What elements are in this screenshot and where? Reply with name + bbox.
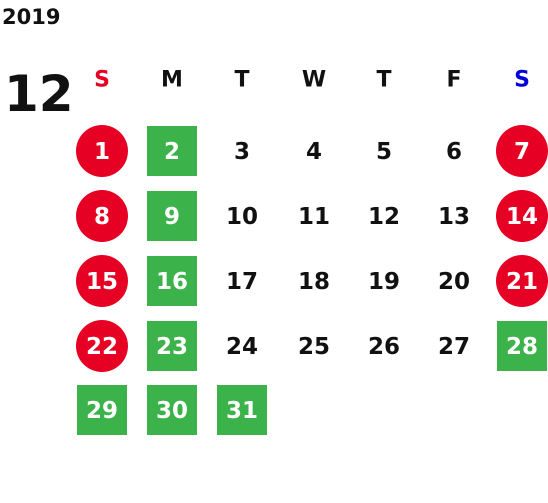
holiday-circle	[76, 190, 128, 242]
month: 12	[4, 65, 74, 123]
weekday-label: T	[234, 68, 249, 93]
day-number: 24	[226, 334, 258, 360]
weekday-label: F	[446, 68, 461, 93]
day-number: 27	[438, 334, 470, 360]
day-number: 23	[156, 334, 188, 360]
day-number: 15	[86, 269, 118, 295]
highlight-square	[147, 385, 197, 435]
holiday-circle	[76, 255, 128, 307]
weekday-label: S	[94, 68, 110, 93]
day-number: 7	[514, 139, 530, 165]
day-number: 4	[306, 139, 322, 165]
day-number: 30	[156, 398, 188, 424]
highlight-square	[217, 385, 267, 435]
day-number: 18	[298, 269, 330, 295]
day-number: 5	[376, 139, 392, 165]
day-number: 21	[506, 269, 538, 295]
weekday-label: T	[376, 68, 391, 93]
day-number: 17	[226, 269, 258, 295]
holiday-circle	[496, 125, 548, 177]
day-number: 26	[368, 334, 400, 360]
day-number: 1	[94, 139, 110, 165]
day-number: 8	[94, 204, 110, 230]
day-number: 6	[446, 139, 462, 165]
highlight-square	[147, 126, 197, 176]
day-number: 25	[298, 334, 330, 360]
year: 2019	[2, 5, 60, 29]
day-number: 12	[368, 204, 400, 230]
day-number: 14	[506, 204, 538, 230]
day-number: 29	[86, 398, 118, 424]
day-number: 9	[164, 204, 180, 230]
day-number: 3	[234, 139, 250, 165]
day-number: 19	[368, 269, 400, 295]
day-number: 20	[438, 269, 470, 295]
day-number: 22	[86, 334, 118, 360]
day-number: 16	[156, 269, 188, 295]
day-number: 2	[164, 139, 180, 165]
weekday-label: S	[514, 68, 530, 93]
weekday-label: M	[161, 68, 183, 93]
day-number: 31	[226, 398, 258, 424]
holiday-circle	[496, 255, 548, 307]
day-number: 10	[226, 204, 258, 230]
highlight-square	[147, 321, 197, 371]
highlight-square	[497, 321, 547, 371]
day-number: 11	[298, 204, 330, 230]
highlight-square	[147, 191, 197, 241]
highlight-square	[77, 385, 127, 435]
weekday-label: W	[302, 68, 326, 93]
day-number: 13	[438, 204, 470, 230]
holiday-circle	[76, 320, 128, 372]
day-number: 28	[506, 334, 538, 360]
holiday-circle	[496, 190, 548, 242]
highlight-square	[147, 256, 197, 306]
holiday-circle	[76, 125, 128, 177]
